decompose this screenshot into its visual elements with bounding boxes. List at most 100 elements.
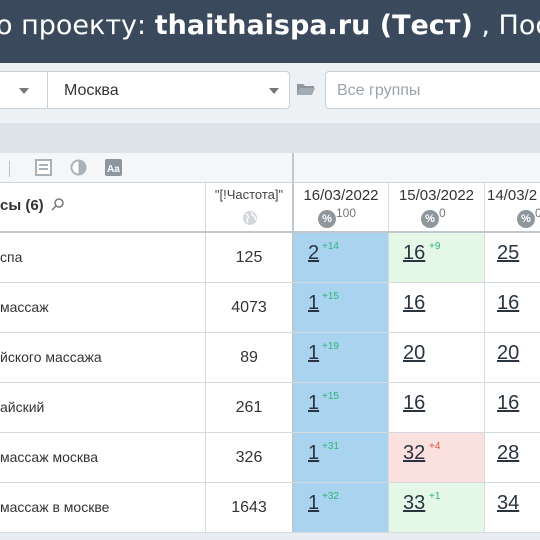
position-link[interactable]: 32	[403, 442, 426, 464]
chevron-down-icon	[19, 88, 29, 94]
frequency-cell: 261	[205, 383, 292, 432]
position-cell: 28	[484, 433, 540, 482]
position-link[interactable]: 1	[308, 492, 320, 514]
position-cell: 2 +14	[292, 233, 388, 282]
position-link[interactable]: 1	[308, 342, 320, 364]
position-delta: +4	[429, 441, 441, 452]
date-percent-value: 0	[439, 206, 446, 220]
position-cell: 1 +15	[292, 383, 388, 432]
position-delta: +19	[322, 341, 339, 352]
position-cell: 16 +9	[388, 233, 484, 282]
search-engine-select[interactable]	[0, 71, 48, 109]
table-toolbar: Aa	[0, 153, 292, 183]
frequency-cell: 89	[205, 333, 292, 382]
position-link[interactable]: 16	[403, 392, 426, 414]
keyword-cell[interactable]: массаж москва	[0, 449, 99, 465]
groups-select[interactable]: Все группы	[325, 71, 540, 109]
position-cell: 1 +15	[292, 283, 388, 332]
position-delta: +31	[322, 441, 339, 452]
table-row: айский 261 1 +15 16 16	[0, 383, 540, 433]
position-delta: +9	[429, 241, 441, 252]
frequency-cell: 326	[205, 433, 292, 482]
position-link[interactable]: 16	[497, 392, 520, 414]
region-select[interactable]: Москва	[47, 71, 290, 109]
project-title-prefix: о проекту:	[0, 10, 155, 41]
position-cell: 16	[484, 283, 540, 332]
project-name: thaithaispa.ru (Тест)	[154, 10, 473, 41]
keywords-count-label: сы (6)	[0, 197, 44, 214]
folder-icon[interactable]	[296, 82, 316, 96]
position-link[interactable]: 1	[308, 392, 320, 414]
position-delta: +15	[322, 291, 339, 302]
svg-text:Aa: Aa	[107, 164, 120, 175]
percent-icon: %	[421, 210, 439, 228]
position-cell: 20	[484, 333, 540, 382]
position-link[interactable]: 16	[403, 242, 426, 264]
position-link[interactable]: 1	[308, 292, 320, 314]
position-link[interactable]: 34	[497, 492, 520, 514]
table-row: спа 125 2 +14 16 +9 25	[0, 233, 540, 283]
project-header: о проекту: thaithaispa.ru (Тест) , После…	[0, 0, 540, 63]
date-column-header[interactable]: 14/03/2 % 0	[484, 183, 540, 231]
position-cell: 1 +19	[292, 333, 388, 382]
position-link[interactable]: 20	[403, 342, 426, 364]
date-column-header[interactable]: 15/03/2022 % 0	[388, 183, 484, 231]
date-column-header[interactable]: 16/03/2022 % 100	[292, 183, 388, 231]
groups-select-placeholder: Все группы	[337, 82, 421, 99]
chevron-down-icon	[269, 88, 279, 94]
position-link[interactable]: 25	[497, 242, 520, 264]
keyword-cell[interactable]: массаж	[0, 299, 49, 315]
project-title: о проекту: thaithaispa.ru (Тест) , После…	[0, 8, 540, 44]
position-cell: 25	[484, 233, 540, 282]
frequency-header-label: "[!Частота]"	[214, 187, 284, 202]
frequency-cell: 1643	[205, 483, 292, 532]
section-divider	[0, 123, 540, 153]
position-link[interactable]: 16	[403, 292, 426, 314]
position-cell: 16	[388, 283, 484, 332]
table-row: массаж 4073 1 +15 16 16	[0, 283, 540, 333]
keyword-cell[interactable]: йского массажа	[0, 349, 102, 365]
keyword-cell[interactable]: массаж в москве	[0, 499, 110, 515]
keywords-header: сы (6)	[0, 197, 64, 214]
contrast-icon[interactable]	[70, 159, 87, 176]
table-row: массаж москва 326 1 +31 32 +4 28	[0, 433, 540, 483]
search-icon[interactable]	[51, 198, 64, 211]
position-link[interactable]: 20	[497, 342, 520, 364]
date-label: 15/03/2022	[398, 187, 475, 204]
keyword-cell[interactable]: спа	[0, 249, 23, 265]
position-delta: +1	[429, 491, 441, 502]
date-label: 14/03/2	[487, 187, 538, 204]
table-row: йского массажа 89 1 +19 20 20	[0, 333, 540, 383]
keyword-cell[interactable]: айский	[0, 399, 45, 415]
globe-icon	[243, 211, 257, 225]
project-title-suffix: , Послед	[481, 10, 540, 41]
position-link[interactable]: 16	[497, 292, 520, 314]
positions-table: Aa сы (6) "[!Частота]" 16/03/2022 % 100 …	[0, 153, 540, 533]
position-link[interactable]: 2	[308, 242, 320, 264]
position-delta: +15	[322, 391, 339, 402]
position-link[interactable]: 33	[403, 492, 426, 514]
position-link[interactable]: 28	[497, 442, 520, 464]
position-delta: +14	[322, 241, 339, 252]
position-cell: 1 +32	[292, 483, 388, 532]
table-row: массаж в москве 1643 1 +32 33 +1 34	[0, 483, 540, 533]
percent-icon: %	[517, 210, 535, 228]
position-cell: 16	[388, 383, 484, 432]
frequency-cell: 4073	[205, 283, 292, 332]
frequency-header[interactable]: "[!Частота]"	[205, 183, 292, 231]
position-cell: 33 +1	[388, 483, 484, 532]
position-cell: 1 +31	[292, 433, 388, 482]
position-cell: 32 +4	[388, 433, 484, 482]
position-cell: 20	[388, 333, 484, 382]
frequency-cell: 125	[205, 233, 292, 282]
percent-icon: %	[318, 210, 336, 228]
date-percent-value: 0	[535, 206, 540, 220]
font-size-icon[interactable]: Aa	[105, 159, 122, 176]
table-view-icon[interactable]	[35, 159, 52, 176]
position-link[interactable]: 1	[308, 442, 320, 464]
toolbar-separator	[9, 161, 10, 177]
date-percent-value: 100	[336, 206, 357, 220]
position-cell: 34	[484, 483, 540, 532]
region-select-value: Москва	[64, 82, 119, 99]
filter-bar: Москва Все группы	[0, 63, 540, 123]
